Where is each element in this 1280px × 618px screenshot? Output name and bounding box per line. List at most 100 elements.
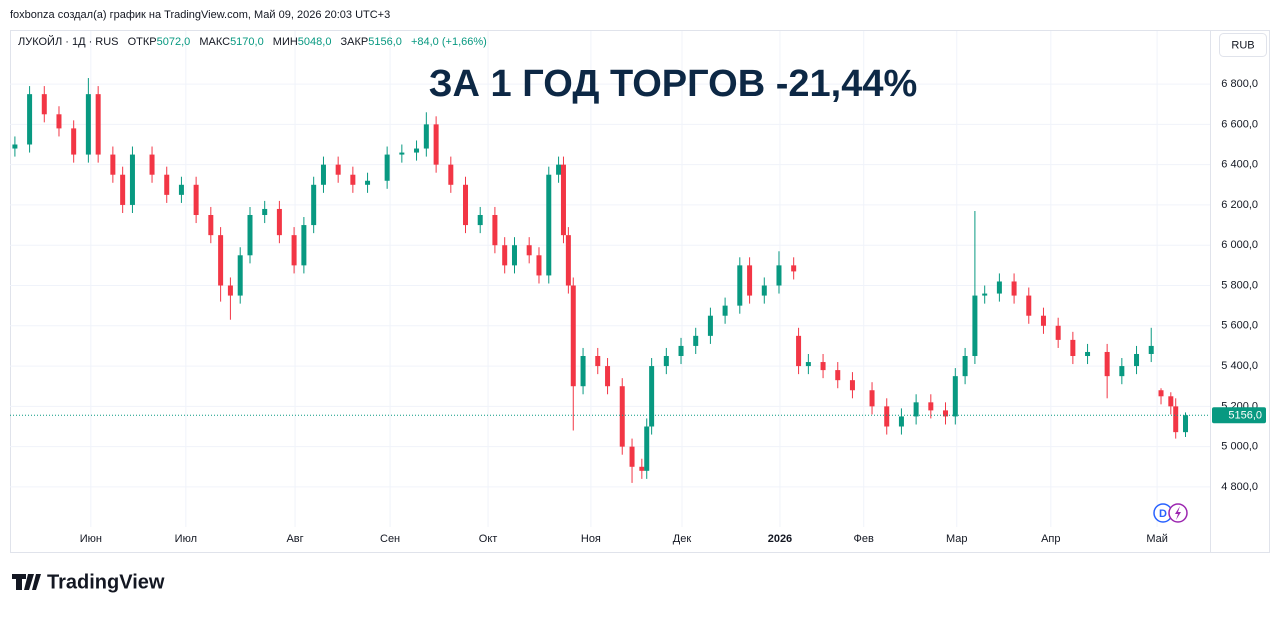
candle-body [433, 124, 439, 165]
candle-body [996, 281, 1002, 294]
candle-body [1158, 390, 1164, 397]
candle-body [218, 235, 224, 286]
y-tick-label: 5 400,0 [1221, 360, 1258, 372]
candle-body [208, 215, 214, 236]
event-icon-bolt [1175, 506, 1181, 520]
candle-body [301, 225, 307, 266]
candle-body [95, 94, 101, 155]
candle-body [350, 174, 356, 185]
candle-body [463, 184, 469, 226]
legend-close-label: ЗАКР [341, 36, 369, 48]
candle-body [820, 362, 826, 371]
candle-body [849, 380, 855, 391]
candle-body [570, 285, 576, 387]
candle-body [869, 390, 875, 407]
candle-body [693, 335, 699, 346]
x-tick-label: Мар [946, 533, 968, 545]
candle-body [737, 265, 743, 306]
candle-body [178, 184, 184, 195]
candle-body [962, 356, 968, 377]
candle-body [560, 164, 566, 236]
candle-body [526, 245, 532, 256]
candle-body [678, 345, 684, 357]
candle-body [1183, 415, 1189, 433]
candle-body [56, 114, 62, 129]
last-price-box [1212, 407, 1266, 424]
y-tick-label: 6 000,0 [1221, 239, 1258, 251]
dividend-icon-letter[interactable]: D [1159, 508, 1167, 520]
candle-body [639, 466, 645, 471]
candle-body [291, 235, 297, 266]
candle-body [546, 174, 552, 276]
candle-body [448, 164, 454, 185]
candle-body [129, 154, 135, 205]
candle-body [928, 402, 934, 411]
candle-body [1055, 325, 1061, 340]
candle-body [276, 208, 282, 236]
legend: ЛУКОЙЛ · 1Д · RUS ОТКР5072,0 МАКС5170,0 … [18, 35, 487, 48]
chart-frame [10, 30, 1270, 553]
candle-body [320, 164, 326, 185]
candle-body [943, 410, 949, 417]
y-tick-label: 6 600,0 [1221, 118, 1258, 130]
candle-body [1040, 315, 1046, 326]
x-tick-label: Май [1146, 533, 1168, 545]
legend-change: +84,0 (+1,66%) [411, 36, 487, 48]
x-tick-label: Июн [80, 533, 102, 545]
candle-body [335, 164, 341, 175]
candle-body [1119, 366, 1125, 377]
x-tick-label: Окт [479, 533, 498, 545]
candle-body [796, 335, 802, 367]
candle-body [1070, 339, 1076, 357]
x-tick-label: Сен [380, 533, 400, 545]
candle-body [1148, 345, 1154, 354]
candle-body [580, 356, 586, 387]
candle-body [477, 215, 483, 226]
brand-logo[interactable] [12, 574, 41, 590]
y-tick-label: 6 200,0 [1221, 199, 1258, 211]
legend-high: 5170,0 [230, 36, 264, 48]
candle-body [262, 208, 268, 216]
candle-body [85, 94, 91, 155]
y-tick-label: 5 600,0 [1221, 320, 1258, 332]
candle-body [556, 164, 562, 175]
candle-body [1134, 353, 1140, 367]
candle-body [722, 305, 728, 316]
candle-body [71, 128, 77, 155]
x-tick-label: 2026 [768, 533, 792, 545]
candle-body [247, 215, 253, 256]
candle-body [41, 94, 47, 115]
candle-body [835, 370, 841, 381]
y-tick-label: 6 400,0 [1221, 159, 1258, 171]
annotation: ЗА 1 ГОД ТОРГОВ -21,44% [429, 63, 918, 105]
candle-body [565, 235, 571, 286]
candle-body [791, 265, 797, 272]
candle-body [311, 184, 317, 226]
candle-body [1085, 351, 1091, 357]
currency-button[interactable] [1219, 33, 1267, 57]
candle-body [27, 94, 33, 145]
candle-body [982, 293, 988, 296]
currency-label[interactable]: RUB [1231, 39, 1254, 51]
candle-body [12, 144, 18, 149]
candle-body [164, 174, 170, 195]
candle-body [649, 366, 655, 427]
x-tick-label: Авг [286, 533, 303, 545]
y-tick-label: 4 800,0 [1221, 481, 1258, 493]
candle-body [1011, 281, 1017, 296]
y-tick-label: 6 800,0 [1221, 78, 1258, 90]
legend-low-label: МИН [273, 36, 298, 48]
candle-body [884, 406, 890, 427]
x-tick-label: Ноя [581, 533, 601, 545]
credit: foxbonza создал(а) график на TradingView… [10, 9, 390, 21]
candle-body [595, 356, 601, 367]
candle-body [384, 154, 390, 181]
candle-body [149, 154, 155, 175]
candle-body [776, 265, 782, 286]
brand-name[interactable]: TradingView [47, 571, 165, 593]
candle-body [120, 174, 126, 205]
legend-close: 5156,0 [368, 36, 402, 48]
x-tick-label: Фев [854, 533, 874, 545]
